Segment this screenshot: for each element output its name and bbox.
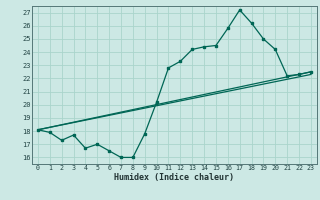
X-axis label: Humidex (Indice chaleur): Humidex (Indice chaleur) [115,173,234,182]
